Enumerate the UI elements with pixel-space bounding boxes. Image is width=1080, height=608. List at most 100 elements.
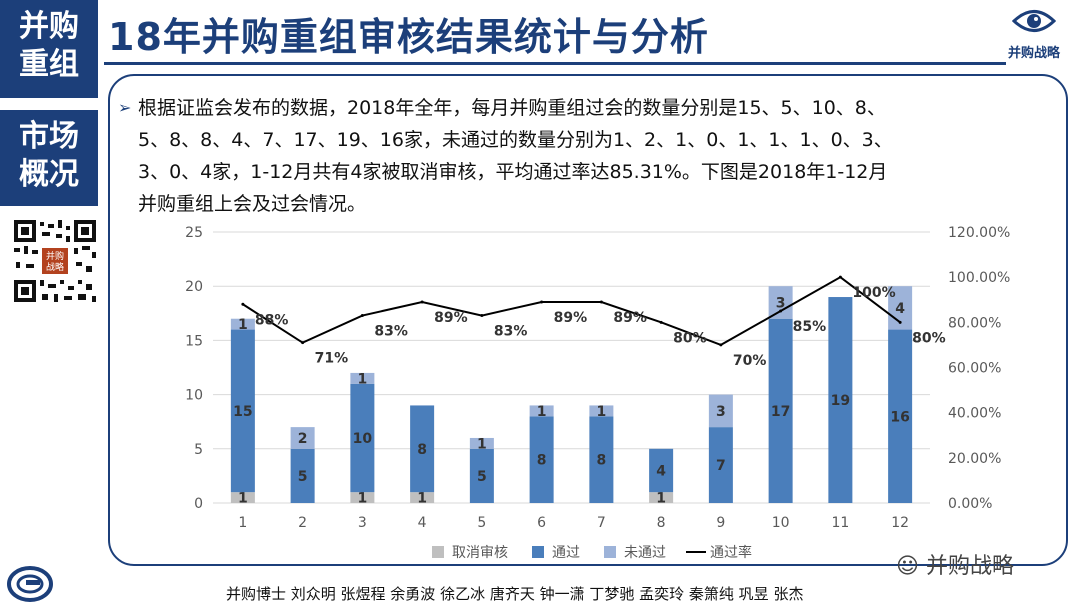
y2-tick-label: 40.00%	[948, 406, 1001, 422]
rate-label: 83%	[494, 324, 528, 340]
title-divider	[104, 62, 1006, 65]
rate-point	[540, 300, 544, 304]
rate-label: 80%	[673, 330, 707, 346]
rate-label: 89%	[434, 310, 468, 326]
bar-value-label: 4	[895, 301, 905, 317]
rate-point	[480, 314, 484, 318]
bar-segment	[350, 383, 375, 493]
x-tick-label: 7	[597, 515, 606, 531]
bar-value-label: 1	[238, 317, 248, 333]
rate-point	[241, 302, 245, 306]
bar-value-label: 2	[298, 431, 308, 447]
bar-segment	[230, 329, 255, 493]
bar-value-label: 8	[597, 453, 607, 469]
legend-label: 通过率	[710, 544, 752, 561]
x-tick-label: 3	[358, 515, 367, 531]
bar-segment	[649, 492, 674, 503]
rate-label: 89%	[613, 310, 647, 326]
bar-segment	[410, 492, 435, 503]
wechat-account: ☺ 并购战略	[896, 548, 1014, 580]
rate-label: 71%	[315, 351, 349, 367]
rate-label: 70%	[733, 353, 767, 369]
rate-label: 83%	[374, 324, 408, 340]
bar-value-label: 8	[537, 453, 547, 469]
rate-line	[242, 275, 901, 347]
rate-point	[420, 300, 424, 304]
bar-segment	[589, 416, 614, 503]
x-tick-label: 1	[238, 515, 247, 531]
y-tick-label: 25	[185, 225, 203, 241]
rate-point	[599, 300, 603, 304]
bar-value-label: 1	[238, 491, 248, 507]
rate-point	[360, 314, 364, 318]
rate-point	[719, 343, 723, 347]
rate-point	[838, 275, 842, 279]
bar-segment	[888, 329, 913, 503]
section-tag-line-2: 重组	[19, 47, 79, 82]
bar-value-label: 15	[233, 404, 252, 420]
x-tick-label: 12	[891, 515, 909, 531]
y-tick-label: 0	[194, 496, 203, 512]
y2-tick-label: 0.00%	[948, 496, 992, 512]
y2-tick-label: 100.00%	[948, 270, 1010, 286]
bar-segment	[469, 448, 494, 503]
bullet-arrow-icon: ➢	[118, 98, 132, 117]
legend-label: 通过	[552, 545, 580, 561]
section-tag-merger: 并购 重组	[0, 0, 98, 98]
x-tick-label: 2	[298, 515, 307, 531]
summary-paragraph: 根据证监会发布的数据，2018年全年，每月并购重组过会的数量分别是15、5、10…	[138, 97, 893, 215]
wechat-account-name: 并购战略	[925, 554, 1014, 579]
legend-swatch	[604, 546, 616, 558]
rate-label: 80%	[912, 330, 946, 346]
bar-segment	[410, 405, 435, 493]
bar-segment	[529, 405, 554, 417]
y-tick-label: 15	[185, 333, 203, 349]
bar-value-label: 3	[716, 404, 726, 420]
section-tag-line-3: 市场	[19, 119, 79, 154]
company-logo-icon	[7, 566, 53, 602]
rate-label: 85%	[793, 319, 827, 335]
x-tick-label: 5	[477, 515, 486, 531]
bar-segment	[469, 437, 494, 449]
bar-segment	[708, 394, 733, 428]
y2-tick-label: 20.00%	[948, 451, 1001, 467]
bar-segment	[768, 286, 793, 319]
bar-value-label: 1	[417, 491, 427, 507]
legend-swatch	[532, 546, 544, 558]
section-tag-line-4: 概况	[19, 157, 79, 192]
y2-tick-label: 80.00%	[948, 315, 1001, 331]
bar-value-label: 1	[477, 436, 487, 452]
legend-label: 取消审核	[452, 545, 508, 561]
y2-tick-label: 120.00%	[948, 225, 1010, 241]
bar-segment	[529, 416, 554, 503]
x-tick-label: 11	[831, 515, 849, 531]
bar-value-label: 1	[358, 491, 368, 507]
bar-segment	[290, 427, 315, 449]
rate-label: 88%	[255, 312, 289, 328]
bar-value-label: 3	[776, 295, 786, 311]
bar-segment	[768, 318, 793, 503]
bar-value-label: 19	[831, 393, 850, 409]
author-credits: 并购博士 刘众明 张煜程 余勇波 徐乙冰 唐齐天 钟一潇 丁梦驰 孟奕玲 秦箫纯…	[226, 585, 804, 603]
bar-segment	[350, 492, 375, 503]
x-tick-label: 10	[772, 515, 790, 531]
bar-value-label: 7	[716, 458, 726, 474]
bar-value-label: 5	[477, 469, 487, 485]
qr-code-icon: 并购 战略	[12, 218, 98, 304]
brand-logo: 并购战略	[998, 6, 1070, 61]
y-tick-label: 20	[185, 279, 203, 295]
bar-value-label: 16	[890, 409, 909, 425]
y-tick-label: 10	[185, 388, 203, 404]
page-title: 18年并购重组审核结果统计与分析	[108, 15, 709, 59]
bar-segment	[230, 492, 255, 503]
x-tick-label: 8	[657, 515, 666, 531]
eye-icon	[1011, 10, 1057, 32]
bar-value-label: 17	[771, 404, 790, 420]
bar-segment	[230, 318, 255, 330]
section-tag-line-1: 并购	[19, 9, 79, 44]
bar-value-label: 1	[656, 491, 666, 507]
bar-value-label: 1	[358, 371, 368, 387]
bar-segment	[290, 448, 315, 503]
rate-label: 89%	[554, 310, 588, 326]
